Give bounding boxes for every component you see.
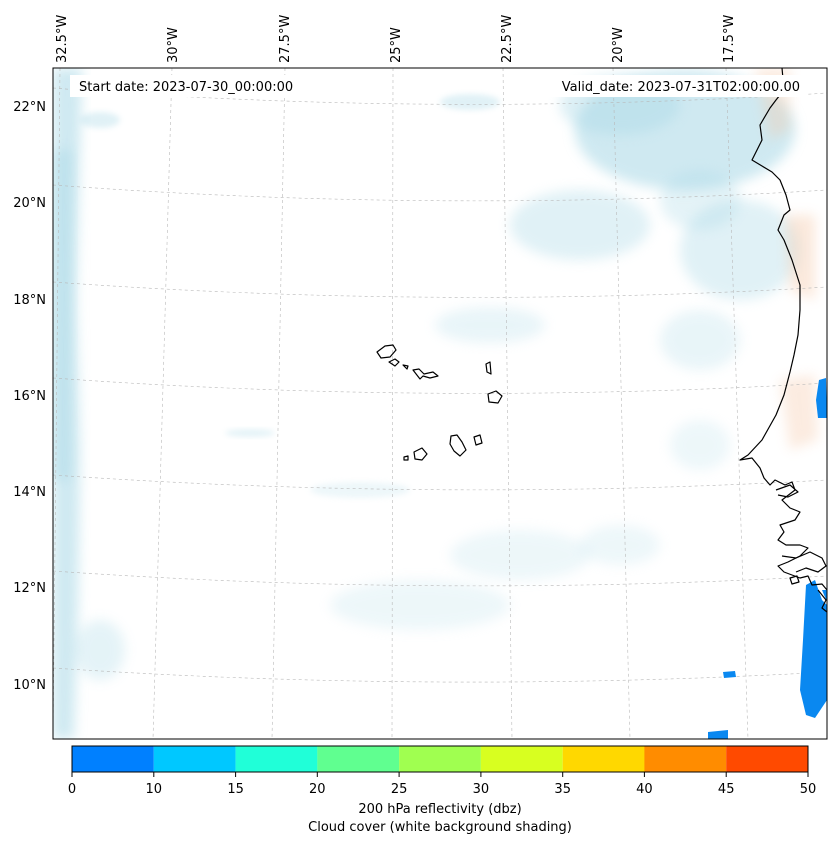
lon-label: 32.5°W (55, 15, 70, 63)
colorbar-subtitle: Cloud cover (white background shading) (308, 820, 572, 835)
africa-coastline (739, 68, 827, 591)
lon-label: 20°W (611, 27, 626, 63)
valid-date-box (538, 75, 808, 97)
lat-label: 18°N (13, 293, 46, 308)
valid-date-label: Valid_date: 2023-07-31T02:00:00.00 (562, 80, 800, 95)
colorbar-tick-label: 45 (718, 782, 735, 797)
cloud-cover-shading (53, 68, 800, 739)
island-santiago (449, 434, 467, 457)
island-santa-luzia (402, 364, 409, 370)
lat-label: 14°N (13, 485, 46, 500)
island-sal (485, 361, 492, 375)
start-date-label: Start date: 2023-07-30_00:00:00 (79, 80, 293, 95)
colorbar-frame (71, 745, 809, 773)
longitude-labels: 32.5°W 30°W 27.5°W 25°W 22.5°W 20°W 17.5… (55, 15, 737, 63)
lon-label: 25°W (389, 27, 404, 63)
colorbar-tick-label: 50 (800, 782, 817, 797)
colorbar-segment (644, 746, 727, 772)
lat-label: 22°N (13, 100, 46, 115)
colorbar: 0 10 15 20 25 30 35 40 45 50 200 hPa ref… (68, 745, 817, 835)
colorbar-segment (480, 746, 563, 772)
colorbar-segment (235, 746, 318, 772)
island-maio (473, 434, 483, 446)
start-date-box (70, 75, 314, 97)
colorbar-tick-label: 15 (227, 782, 244, 797)
reflectivity-echoes (708, 378, 827, 739)
guinea-bissau-coast (781, 551, 827, 573)
colorbar-segment (153, 746, 236, 772)
latitude-labels: 22°N 20°N 18°N 16°N 14°N 12°N 10°N (13, 100, 46, 693)
colorbar-title: 200 hPa reflectivity (dbz) (358, 802, 521, 817)
colorbar-tick-label: 10 (146, 782, 163, 797)
island-sao-nicolau (412, 368, 439, 380)
colorbar-ticks (71, 772, 809, 777)
colorbar-tick-label: 25 (391, 782, 408, 797)
colorbar-segment (72, 746, 154, 772)
colorbar-tick-label: 20 (309, 782, 326, 797)
colorbar-tick-label: 0 (68, 782, 76, 797)
lat-label: 12°N (13, 581, 46, 596)
colorbar-segment (726, 746, 808, 772)
cape-verde-islands (376, 344, 503, 461)
colorbar-tick-label: 40 (636, 782, 653, 797)
colorbar-tick-label: 35 (554, 782, 571, 797)
lon-label: 22.5°W (500, 15, 515, 63)
colorbar-tick-label: 30 (473, 782, 490, 797)
colorbar-segment (399, 746, 481, 772)
island-sao-vicente (388, 358, 400, 367)
gambia-river (775, 484, 799, 498)
colorbar-segment (562, 746, 645, 772)
island-santo-antao (376, 344, 397, 359)
lon-label: 30°W (166, 27, 181, 63)
lon-label: 17.5°W (722, 15, 737, 63)
colorbar-segment (317, 746, 400, 772)
lat-label: 10°N (13, 678, 46, 693)
lat-label: 20°N (13, 196, 46, 211)
coast-guinea (817, 589, 827, 613)
island-brava (403, 455, 409, 461)
island-boa-vista (487, 390, 503, 404)
map-frame (52, 67, 828, 740)
bijagos-islands (789, 575, 800, 585)
island-fogo (413, 447, 428, 461)
map-panel (53, 68, 827, 739)
lat-label: 16°N (13, 389, 46, 404)
lon-label: 27.5°W (278, 15, 293, 63)
